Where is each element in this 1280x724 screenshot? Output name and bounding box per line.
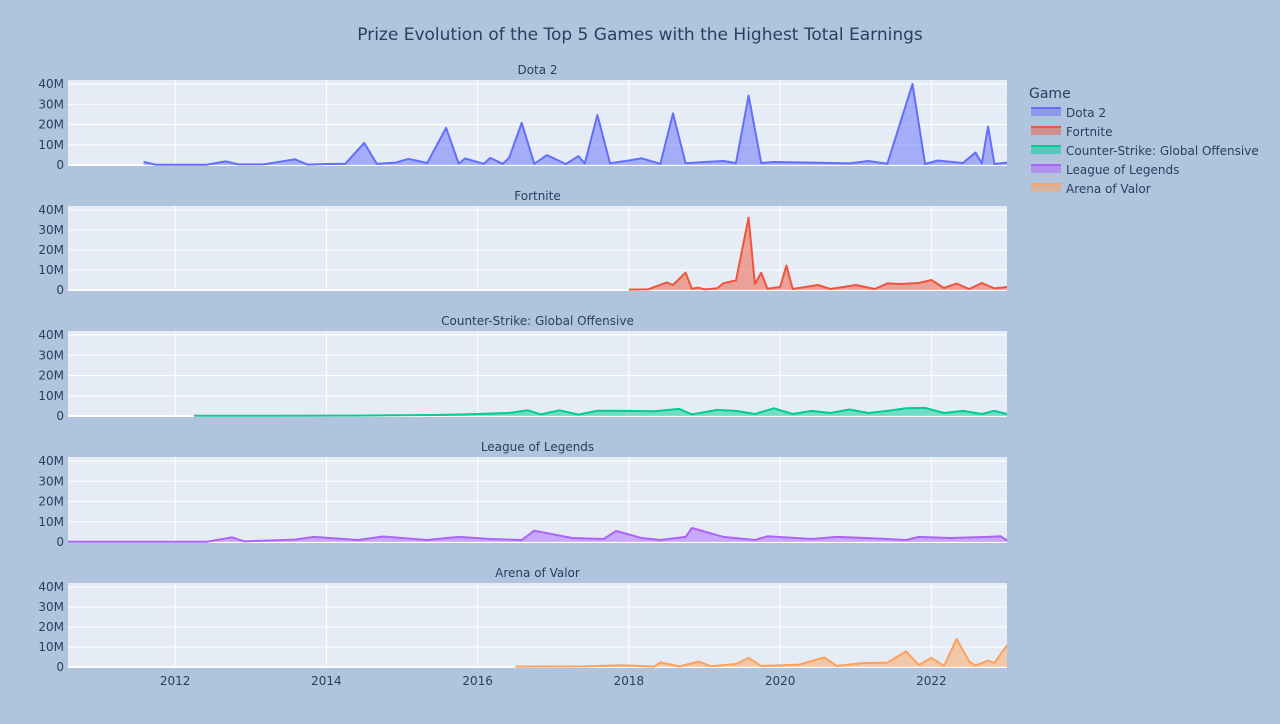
legend-title: Game <box>1029 86 1071 102</box>
x-tick-label: 2012 <box>160 674 191 688</box>
x-tick-label: 2014 <box>311 674 342 688</box>
plot-background <box>68 80 1007 165</box>
y-tick-label: 10M <box>38 263 64 277</box>
subplot-4: 0 10M 20M 30M 40M Arena of Valor 2012 2014 2016 2… <box>38 566 1008 688</box>
x-tick-label: 2018 <box>614 674 645 688</box>
y-tick-label: 20M <box>38 118 64 132</box>
legend-swatch-fill <box>1031 146 1061 154</box>
legend-label: Counter-Strike: Global Offensive <box>1066 144 1259 158</box>
legend-item[interactable]: League of Legends <box>1031 163 1179 177</box>
legend-label: Fortnite <box>1066 125 1112 139</box>
y-tick-label: 10M <box>38 138 64 152</box>
chart-title: Prize Evolution of the Top 5 Games with … <box>357 25 923 45</box>
y-tick-label: 30M <box>38 223 64 237</box>
y-tick-label: 10M <box>38 389 64 403</box>
subplot-1: 0 10M 20M 30M 40M Fortnite <box>38 189 1008 297</box>
y-tick-label: 0 <box>56 283 64 297</box>
x-tick-label: 2022 <box>916 674 947 688</box>
subplot-3: 0 10M 20M 30M 40M League of Legends <box>38 440 1008 549</box>
series-line <box>515 638 1008 668</box>
subplot-title: League of Legends <box>481 440 594 454</box>
series-area <box>143 84 1008 165</box>
x-tick-label: 2020 <box>765 674 796 688</box>
y-tick-label: 30M <box>38 474 64 488</box>
series-area <box>194 407 1007 416</box>
y-tick-label: 30M <box>38 348 64 362</box>
y-tick-label: 0 <box>56 409 64 423</box>
legend-swatch-fill <box>1031 127 1061 135</box>
plot-background <box>68 331 1007 416</box>
y-tick-label: 40M <box>38 203 64 217</box>
legend: Dota 2 Fortnite Counter-Strike: Global Off… <box>1031 106 1259 196</box>
y-tick-label: 10M <box>38 515 64 529</box>
subplot-0: 0 10M 20M 30M 40M Dota 2 <box>38 63 1008 172</box>
y-tick-label: 30M <box>38 600 64 614</box>
subplot-title: Dota 2 <box>517 63 557 77</box>
plot-background <box>68 206 1007 290</box>
legend-label: Arena of Valor <box>1066 182 1151 196</box>
y-tick-label: 10M <box>38 640 64 654</box>
x-tick-label: 2016 <box>462 674 493 688</box>
y-tick-label: 40M <box>38 580 64 594</box>
plot-background <box>68 583 1007 667</box>
subplot-title: Arena of Valor <box>495 566 580 580</box>
y-tick-label: 0 <box>56 158 64 172</box>
y-tick-label: 20M <box>38 369 64 383</box>
subplot-title: Fortnite <box>514 189 560 203</box>
y-tick-label: 40M <box>38 328 64 342</box>
y-tick-label: 0 <box>56 535 64 549</box>
legend-swatch-fill <box>1031 165 1061 173</box>
subplot-2: 0 10M 20M 30M 40M Counter-Strike: Global Offe… <box>38 314 1008 423</box>
y-tick-label: 20M <box>38 243 64 257</box>
legend-swatch-fill <box>1031 184 1061 192</box>
legend-swatch-fill <box>1031 108 1061 116</box>
y-tick-label: 0 <box>56 660 64 674</box>
series-line <box>68 527 1008 543</box>
series-line <box>628 216 1008 291</box>
plot-background <box>68 457 1007 542</box>
legend-item[interactable]: Fortnite <box>1031 125 1112 139</box>
y-tick-label: 30M <box>38 97 64 111</box>
y-tick-label: 20M <box>38 620 64 634</box>
legend-item[interactable]: Arena of Valor <box>1031 182 1151 196</box>
legend-label: League of Legends <box>1066 163 1179 177</box>
y-tick-label: 40M <box>38 77 64 91</box>
legend-item[interactable]: Dota 2 <box>1031 106 1106 120</box>
legend-item[interactable]: Counter-Strike: Global Offensive <box>1031 144 1259 158</box>
subplot-title: Counter-Strike: Global Offensive <box>441 314 634 328</box>
series-line <box>143 83 1008 166</box>
y-tick-label: 40M <box>38 454 64 468</box>
legend-label: Dota 2 <box>1066 106 1106 120</box>
series-line <box>193 406 1008 417</box>
y-tick-label: 20M <box>38 495 64 509</box>
